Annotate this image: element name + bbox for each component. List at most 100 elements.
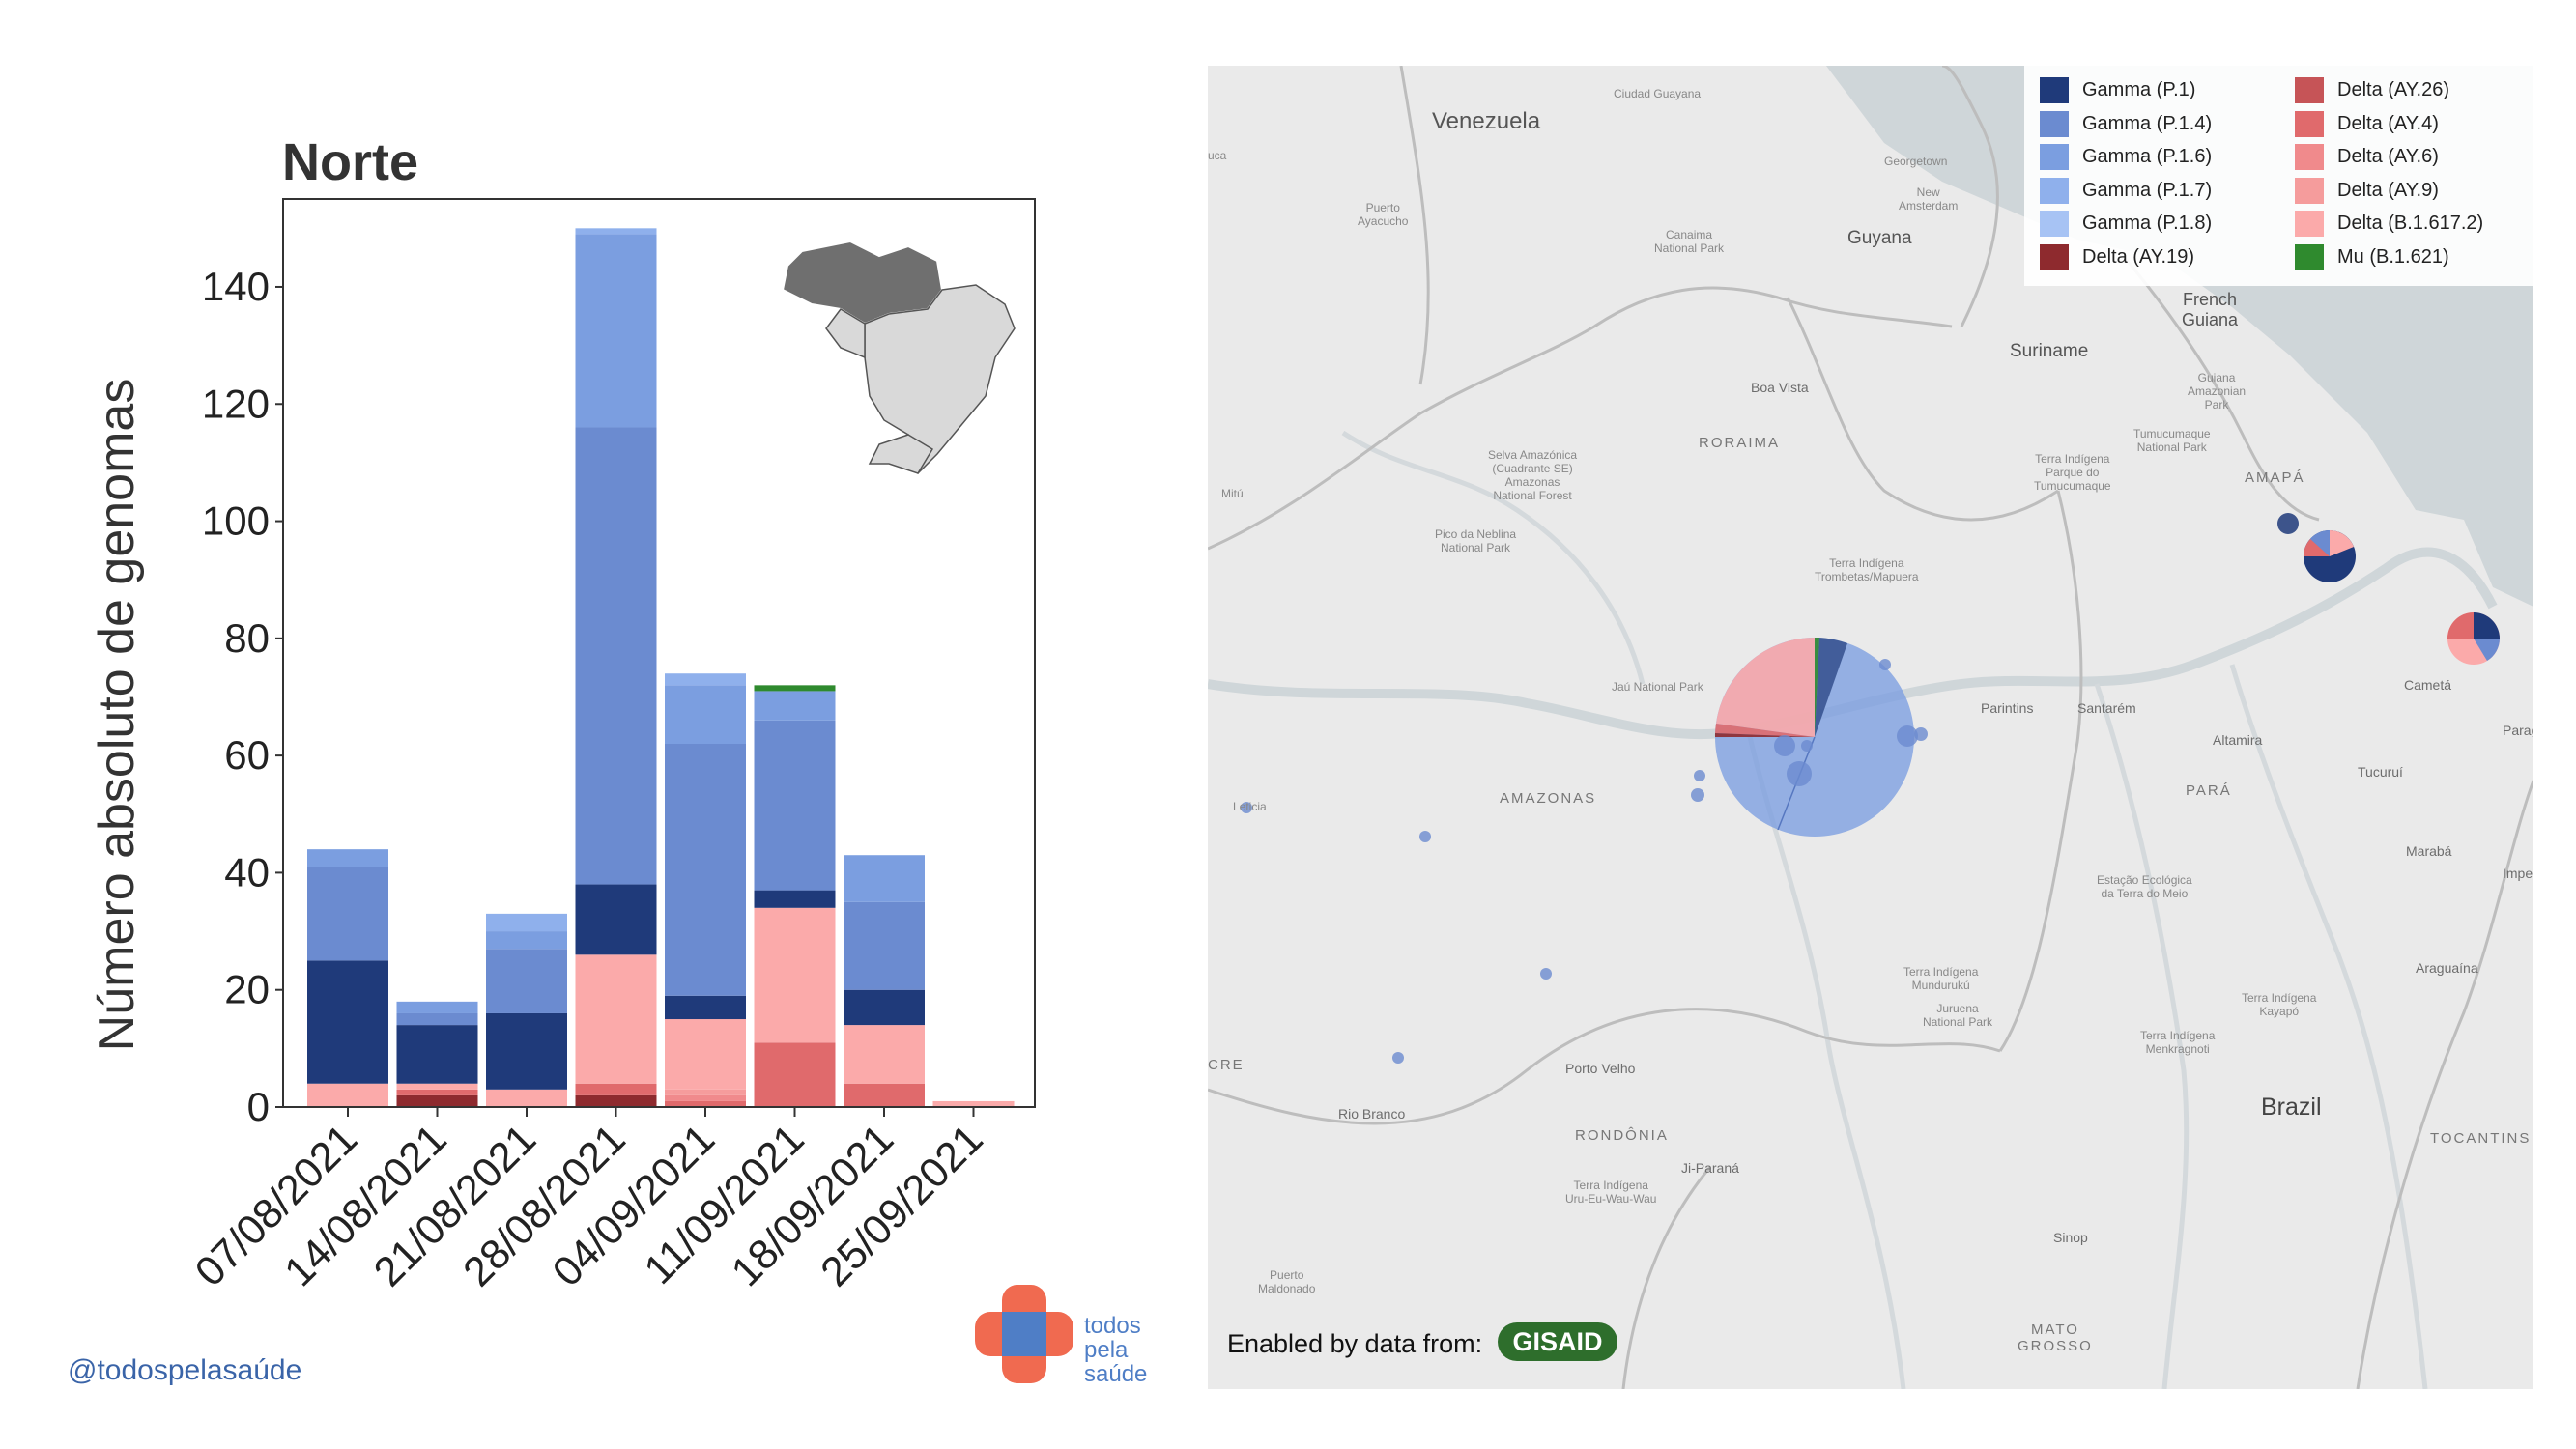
map-label-canaima: Canaima National Park xyxy=(1654,228,1725,255)
map-label-maraba: Marabá xyxy=(2406,843,2452,859)
y-tick-label: 40 xyxy=(224,849,270,895)
location-dot xyxy=(1774,735,1795,756)
y-ticks: 0 20 40 60 80 100 120 140 xyxy=(202,264,283,1129)
y-tick-label: 140 xyxy=(202,264,270,309)
border xyxy=(1399,66,1430,385)
map-label-porto-velho: Porto Velho xyxy=(1565,1061,1636,1076)
legend-label: Delta (AY.6) xyxy=(2337,146,2439,167)
bar-segment xyxy=(307,960,388,1084)
bar-segment xyxy=(575,228,657,235)
map-label-paragominas: Parag xyxy=(2503,723,2533,738)
todos-pela-saude-logo xyxy=(975,1285,1073,1383)
location-dot xyxy=(1691,788,1704,802)
bar-segment xyxy=(754,691,836,721)
map-label-araguaina: Araguaína xyxy=(2416,960,2478,976)
map-label-georgetown: Georgetown xyxy=(1884,155,1948,168)
map-label-juruena: Juruena National Park xyxy=(1923,1002,1993,1029)
map-label-parintins: Parintins xyxy=(1981,700,2034,716)
legend-swatch xyxy=(2040,177,2069,204)
y-tick-label: 0 xyxy=(247,1084,270,1129)
legend-label: Delta (AY.26) xyxy=(2337,79,2449,100)
map-label-sinop: Sinop xyxy=(2053,1230,2088,1245)
legend-swatch xyxy=(2040,144,2069,170)
bar-segment xyxy=(665,1100,746,1107)
map-label-tucurui: Tucuruí xyxy=(2358,764,2403,780)
bar-segment xyxy=(754,907,836,1043)
map-label-tumucumaque-np: Tumucumaque National Park xyxy=(2133,427,2211,454)
map-label-mato-grosso: MATO GROSSO xyxy=(2018,1321,2093,1354)
bar-segment xyxy=(844,855,925,902)
bar-segment xyxy=(754,1042,836,1107)
bar-segment xyxy=(575,884,657,955)
legend-label: Delta (AY.4) xyxy=(2337,112,2439,134)
chart-title: Norte xyxy=(282,133,418,191)
border xyxy=(1786,297,2059,522)
map-label-altamira: Altamira xyxy=(2213,732,2263,748)
location-dot xyxy=(2277,513,2299,534)
legend-label: Gamma (P.1) xyxy=(2082,79,2196,100)
map-label-selva: Selva Amazónica (Cuadrante SE) Amazonas … xyxy=(1488,448,1578,502)
legend-swatch xyxy=(2295,177,2324,204)
bar-segment xyxy=(396,1001,478,1013)
location-dot xyxy=(1392,1052,1404,1064)
map-label-santarem: Santarém xyxy=(2077,700,2136,716)
location-dot xyxy=(1787,761,1812,786)
location-dot xyxy=(1540,968,1552,980)
map-label-guyana: Guyana xyxy=(1847,228,1912,248)
legend-swatch xyxy=(2295,77,2324,103)
legend-label: Gamma (P.1.8) xyxy=(2082,213,2213,234)
bar-chart: Norte Número absoluto de genomas 0 20 40 60… xyxy=(89,133,1036,1295)
data-credit: Enabled by data from: xyxy=(1227,1329,1483,1358)
bars-group xyxy=(307,228,1015,1107)
map-label-new-amsterdam: New Amsterdam xyxy=(1899,185,1959,213)
x-ticks: 07/08/202114/08/202121/08/202128/08/2021… xyxy=(186,1107,992,1295)
bar-segment xyxy=(575,954,657,1084)
legend-swatch xyxy=(2295,144,2324,170)
legend-label: Gamma (P.1.7) xyxy=(2082,179,2213,201)
gisaid-logo: GISAID xyxy=(1498,1322,1617,1361)
map-label-kayapo: Terra Indígena Kayapó xyxy=(2242,991,2317,1018)
belem-pie xyxy=(2447,612,2500,665)
map-label-cre: CRE xyxy=(1208,1057,1245,1073)
legend-label: Mu (B.1.621) xyxy=(2337,245,2449,268)
manaus-pie xyxy=(1714,637,1914,837)
bar-segment xyxy=(575,1094,657,1107)
y-tick-label: 20 xyxy=(224,967,270,1012)
map-legend: Gamma (P.1) Delta (AY.26) Gamma (P.1.4) Del… xyxy=(2024,66,2533,286)
map-label-suriname: Suriname xyxy=(2010,341,2089,361)
bar-segment xyxy=(665,673,746,686)
border xyxy=(2356,780,2533,1389)
bar-segment xyxy=(575,234,657,428)
bar-segment xyxy=(665,744,746,996)
legend-label: Delta (AY.19) xyxy=(2082,245,2194,268)
bar-segment xyxy=(665,1094,746,1101)
bar-segment xyxy=(486,949,567,1013)
bar-segment xyxy=(575,427,657,885)
logo-text: todos pela saúde xyxy=(1084,1314,1147,1386)
bar-segment xyxy=(396,1094,478,1107)
location-dot xyxy=(1801,740,1813,752)
twitter-handle: @todospelasaúde xyxy=(68,1354,302,1386)
location-dot xyxy=(1914,727,1928,741)
bar-segment xyxy=(932,1100,1015,1107)
legend-swatch xyxy=(2040,77,2069,103)
y-tick-label: 60 xyxy=(224,732,270,778)
map-label-mitu: Mitú xyxy=(1221,487,1244,500)
map-label-para: PARÁ xyxy=(2186,782,2232,799)
map-label-uca: uca xyxy=(1208,149,1227,162)
border xyxy=(1621,1166,1712,1389)
legend-swatch xyxy=(2040,211,2069,237)
map-label-rio-branco: Rio Branco xyxy=(1338,1106,1406,1122)
location-dot xyxy=(1694,770,1705,781)
variant-map[interactable]: Venezuela Guyana Suriname French Guiana … xyxy=(1208,66,2533,1389)
border xyxy=(1208,286,1953,551)
bar-segment xyxy=(844,901,925,990)
map-label-roraima: RORAIMA xyxy=(1699,435,1781,451)
border xyxy=(2124,258,2320,522)
legend-swatch xyxy=(2040,243,2069,270)
bar-segment xyxy=(307,1083,388,1107)
map-label-terra-meio: Estação Ecológica da Terra do Meio xyxy=(2097,873,2192,900)
map-label-munduruku: Terra Indígena Mundurukú xyxy=(1903,965,1979,992)
macapa-pie xyxy=(2304,530,2356,582)
bar-segment xyxy=(665,1089,746,1095)
